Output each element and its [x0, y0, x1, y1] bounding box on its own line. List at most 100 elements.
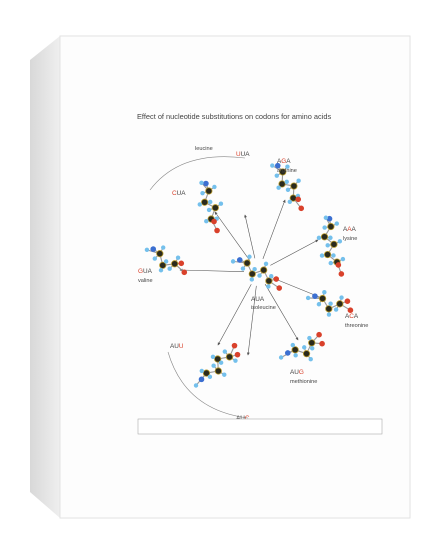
atom	[302, 350, 311, 358]
molecule	[270, 162, 305, 212]
arrow	[179, 268, 245, 272]
atom	[225, 353, 234, 361]
atom	[285, 164, 290, 169]
atom	[263, 261, 269, 266]
bracket-arc	[167, 351, 249, 419]
amino-acid-name: leucine	[195, 146, 213, 152]
atom	[163, 259, 169, 264]
atom	[152, 256, 157, 261]
arrow	[264, 283, 299, 341]
atom	[279, 168, 287, 176]
atom	[278, 180, 286, 188]
atom	[199, 368, 204, 374]
atom	[260, 266, 268, 274]
arrow	[217, 284, 252, 346]
atom	[338, 271, 345, 277]
atom	[203, 180, 209, 187]
atom	[320, 233, 329, 241]
atom	[243, 259, 251, 267]
amino-acid-name: valine	[138, 278, 153, 284]
atom	[326, 312, 332, 317]
atom	[205, 187, 213, 195]
atom	[158, 268, 164, 273]
atom	[293, 353, 298, 358]
atom	[202, 369, 211, 377]
atom	[218, 360, 224, 365]
atom	[161, 245, 166, 250]
atom	[285, 187, 291, 192]
atom	[247, 254, 252, 259]
codon-part: A	[354, 313, 359, 320]
codon-part: A	[347, 226, 352, 233]
atom	[335, 262, 342, 268]
atom	[340, 256, 346, 262]
codon-part: G	[281, 158, 286, 165]
atom	[150, 246, 157, 252]
atom	[284, 179, 289, 184]
atom	[231, 342, 238, 349]
atom	[206, 207, 212, 213]
atom	[298, 205, 305, 212]
atom	[323, 250, 332, 259]
atom	[328, 235, 333, 240]
atom	[312, 293, 318, 299]
atom	[270, 163, 275, 168]
title: Effect of nucleotide substitutions on co…	[137, 112, 331, 121]
molecule	[144, 245, 188, 276]
atom	[328, 301, 333, 306]
atom	[337, 239, 343, 244]
atom	[208, 199, 213, 205]
atom	[222, 349, 228, 354]
codon-part: AU	[236, 415, 245, 422]
atom	[334, 221, 339, 226]
amino-acid-name: methionine	[290, 379, 317, 385]
bracket-arc	[149, 156, 246, 191]
molecule	[230, 254, 283, 291]
atom	[316, 235, 322, 241]
atom	[156, 250, 164, 258]
codon-part: C	[349, 313, 354, 320]
atom	[214, 355, 222, 363]
atom	[308, 357, 313, 362]
atom	[214, 367, 222, 375]
atom	[171, 260, 179, 268]
codon-part: AU	[170, 343, 179, 350]
codon-part: G	[299, 369, 304, 376]
atom	[200, 190, 205, 196]
atom	[175, 255, 181, 260]
codon: AUC	[236, 415, 250, 422]
codon-part: G	[138, 268, 143, 275]
atom	[344, 298, 351, 305]
codon-part: A	[345, 313, 350, 320]
atom	[290, 182, 298, 190]
atom	[331, 253, 336, 258]
codon-part: A	[277, 158, 282, 165]
canvas-side	[30, 36, 60, 518]
atom	[204, 219, 209, 224]
atom	[339, 295, 344, 300]
atom	[266, 284, 271, 289]
atom	[252, 266, 257, 272]
atom	[308, 339, 316, 347]
atom	[198, 376, 205, 383]
atom	[328, 260, 333, 266]
atom	[273, 276, 280, 282]
atom	[290, 342, 296, 348]
atom	[326, 215, 333, 222]
atom	[214, 227, 220, 234]
molecule	[193, 342, 241, 388]
molecules	[144, 156, 354, 419]
atom	[322, 289, 327, 295]
codon: GUA	[138, 268, 153, 275]
molecule	[278, 331, 325, 362]
arrow	[246, 285, 257, 356]
atom	[248, 270, 256, 278]
atom	[325, 305, 333, 313]
canvas-front	[59, 35, 411, 519]
arrow	[244, 214, 256, 259]
atom	[167, 266, 172, 271]
atom	[291, 346, 299, 354]
codon-part: UA	[241, 151, 251, 158]
